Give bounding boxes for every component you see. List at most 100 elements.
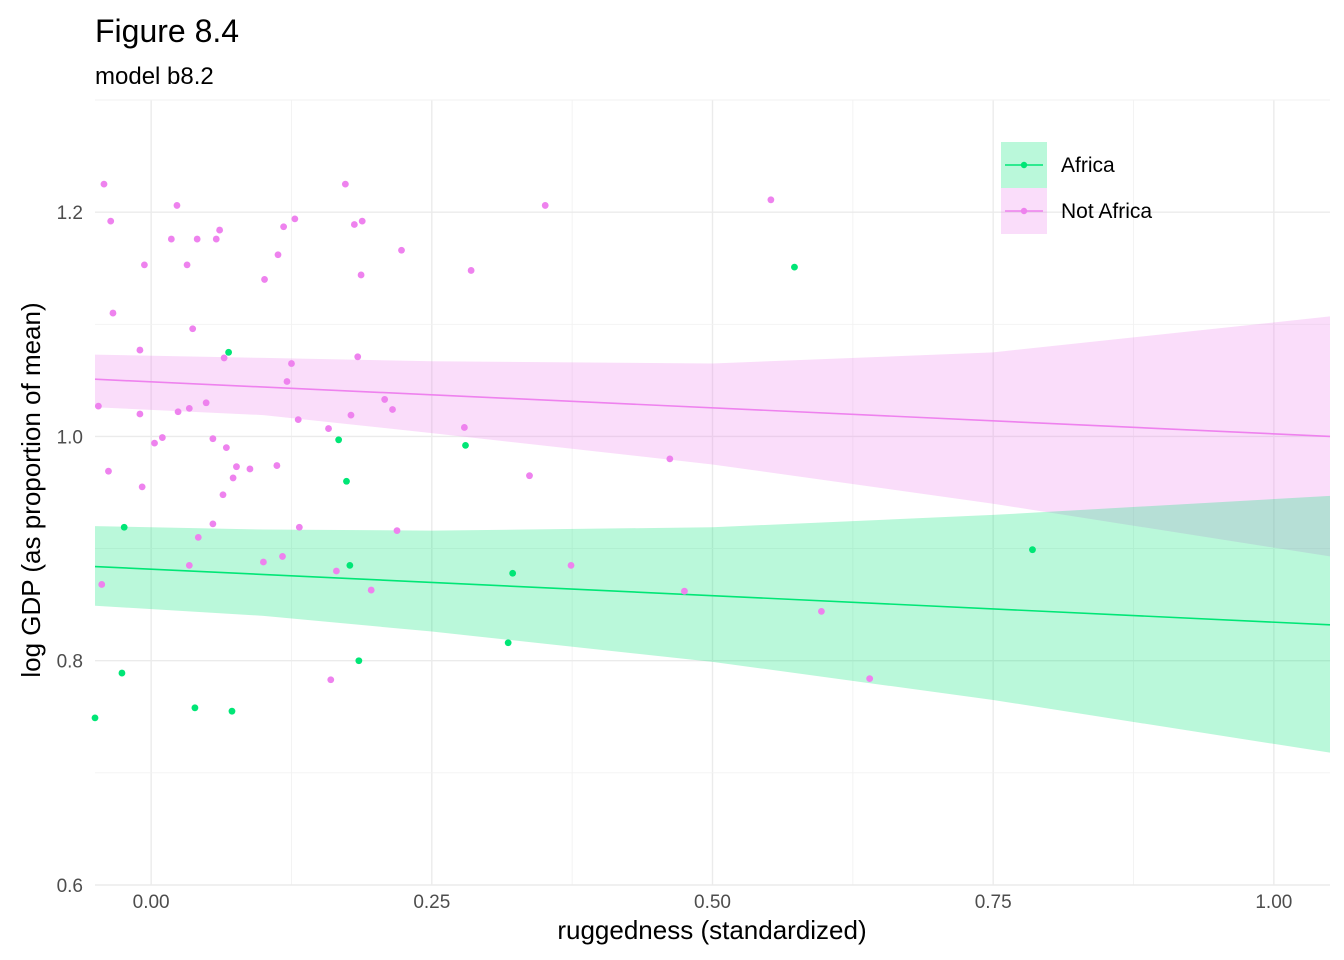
not-africa-point	[219, 491, 227, 499]
not-africa-point	[229, 474, 237, 482]
not-africa-point	[341, 180, 349, 188]
not-africa-point	[350, 221, 358, 228]
not-africa-point	[141, 261, 148, 269]
not-africa-point	[158, 434, 166, 441]
not-africa-point	[381, 396, 389, 403]
africa-credible-band	[95, 495, 1330, 753]
not-africa-point	[261, 276, 268, 283]
not-africa-point	[467, 267, 475, 274]
africa-regression-line	[94, 565, 1331, 626]
not-africa-point	[294, 416, 302, 424]
africa-point	[462, 442, 469, 449]
africa-point	[504, 639, 512, 647]
legend-point-not-africa	[1020, 207, 1028, 215]
data-points	[91, 180, 1036, 722]
not-africa-point	[183, 261, 191, 269]
x-tick-label: 1.00	[1255, 892, 1292, 913]
africa-point	[355, 657, 363, 665]
africa-point	[343, 477, 350, 485]
y-axis-title: log GDP (as proportion of mean)	[16, 302, 46, 677]
africa-point	[118, 669, 126, 677]
chart-title: Figure 8.4	[95, 13, 239, 49]
not-africa-point	[541, 202, 549, 209]
not-africa-point	[818, 607, 825, 615]
not-africa-point	[138, 483, 146, 491]
not-africa-point	[767, 196, 775, 204]
not-africa-point	[105, 467, 112, 475]
y-axis-ticks: 0.6 0.8 1.0 1.2	[57, 203, 83, 897]
y-tick-label: 1.2	[57, 203, 83, 224]
not-africa-credible-band	[95, 316, 1330, 557]
not-africa-point	[398, 246, 405, 254]
not-africa-point	[347, 411, 355, 419]
not-africa-point	[209, 520, 217, 528]
not-africa-point	[107, 217, 115, 225]
not-africa-point	[222, 444, 230, 452]
x-tick-label: 0.75	[975, 892, 1012, 913]
x-axis-ticks: 0.00 0.25 0.50 0.75 1.00	[133, 892, 1293, 913]
not-africa-point	[136, 410, 144, 418]
y-tick-label: 1.0	[57, 427, 83, 448]
not-africa-point	[260, 558, 267, 566]
legend-point-africa	[1020, 161, 1028, 169]
not-africa-point	[212, 235, 220, 243]
africa-point	[509, 569, 517, 577]
not-africa-point	[233, 463, 240, 471]
not-africa-point	[98, 581, 106, 588]
y-tick-label: 0.6	[57, 876, 83, 897]
chart-subtitle: model b8.2	[95, 63, 214, 90]
not-africa-regression-line	[94, 378, 1331, 438]
not-africa-point	[194, 533, 202, 541]
not-africa-point	[327, 676, 335, 684]
not-africa-point	[666, 455, 674, 463]
not-africa-point	[357, 271, 365, 279]
not-africa-point	[209, 435, 217, 443]
not-africa-point	[460, 424, 468, 431]
legend-label-not-africa: Not Africa	[1061, 200, 1152, 223]
not-africa-point	[151, 439, 158, 447]
not-africa-point	[100, 180, 108, 188]
not-africa-point	[393, 527, 401, 535]
not-africa-point	[220, 354, 228, 362]
not-africa-point	[354, 353, 362, 361]
not-africa-point	[288, 360, 295, 367]
africa-point	[120, 523, 128, 531]
africa-point	[91, 714, 99, 722]
not-africa-point	[325, 425, 332, 432]
x-tick-label: 0.50	[694, 892, 731, 913]
not-africa-point	[273, 462, 281, 469]
not-africa-point	[291, 215, 299, 223]
not-africa-point	[193, 235, 201, 243]
africa-point	[191, 704, 199, 712]
not-africa-point	[567, 561, 575, 569]
africa-point	[335, 436, 343, 444]
not-africa-point	[526, 472, 533, 480]
not-africa-point	[280, 223, 288, 231]
not-africa-point	[173, 202, 181, 209]
legend-label-africa: Africa	[1061, 154, 1115, 177]
not-africa-point	[279, 553, 286, 560]
not-africa-point	[109, 309, 117, 317]
not-africa-point	[94, 402, 102, 410]
africa-point	[228, 707, 236, 715]
not-africa-point	[295, 523, 303, 531]
not-africa-point	[167, 235, 175, 243]
x-tick-label: 0.00	[133, 892, 170, 913]
regression-lines	[94, 378, 1331, 626]
not-africa-point	[389, 406, 396, 413]
not-africa-point	[367, 586, 375, 594]
plot-area	[91, 99, 1331, 886]
africa-point	[225, 348, 233, 356]
not-africa-point	[189, 325, 197, 333]
not-africa-point	[274, 251, 282, 259]
africa-point	[791, 263, 798, 271]
not-africa-point	[185, 561, 193, 569]
x-axis-title: ruggedness (standardized)	[557, 915, 866, 945]
not-africa-point	[185, 404, 193, 412]
not-africa-point	[174, 408, 182, 416]
x-tick-label: 0.25	[413, 892, 450, 913]
not-africa-point	[246, 465, 254, 473]
gridlines	[95, 99, 1330, 886]
not-africa-point	[283, 378, 291, 385]
